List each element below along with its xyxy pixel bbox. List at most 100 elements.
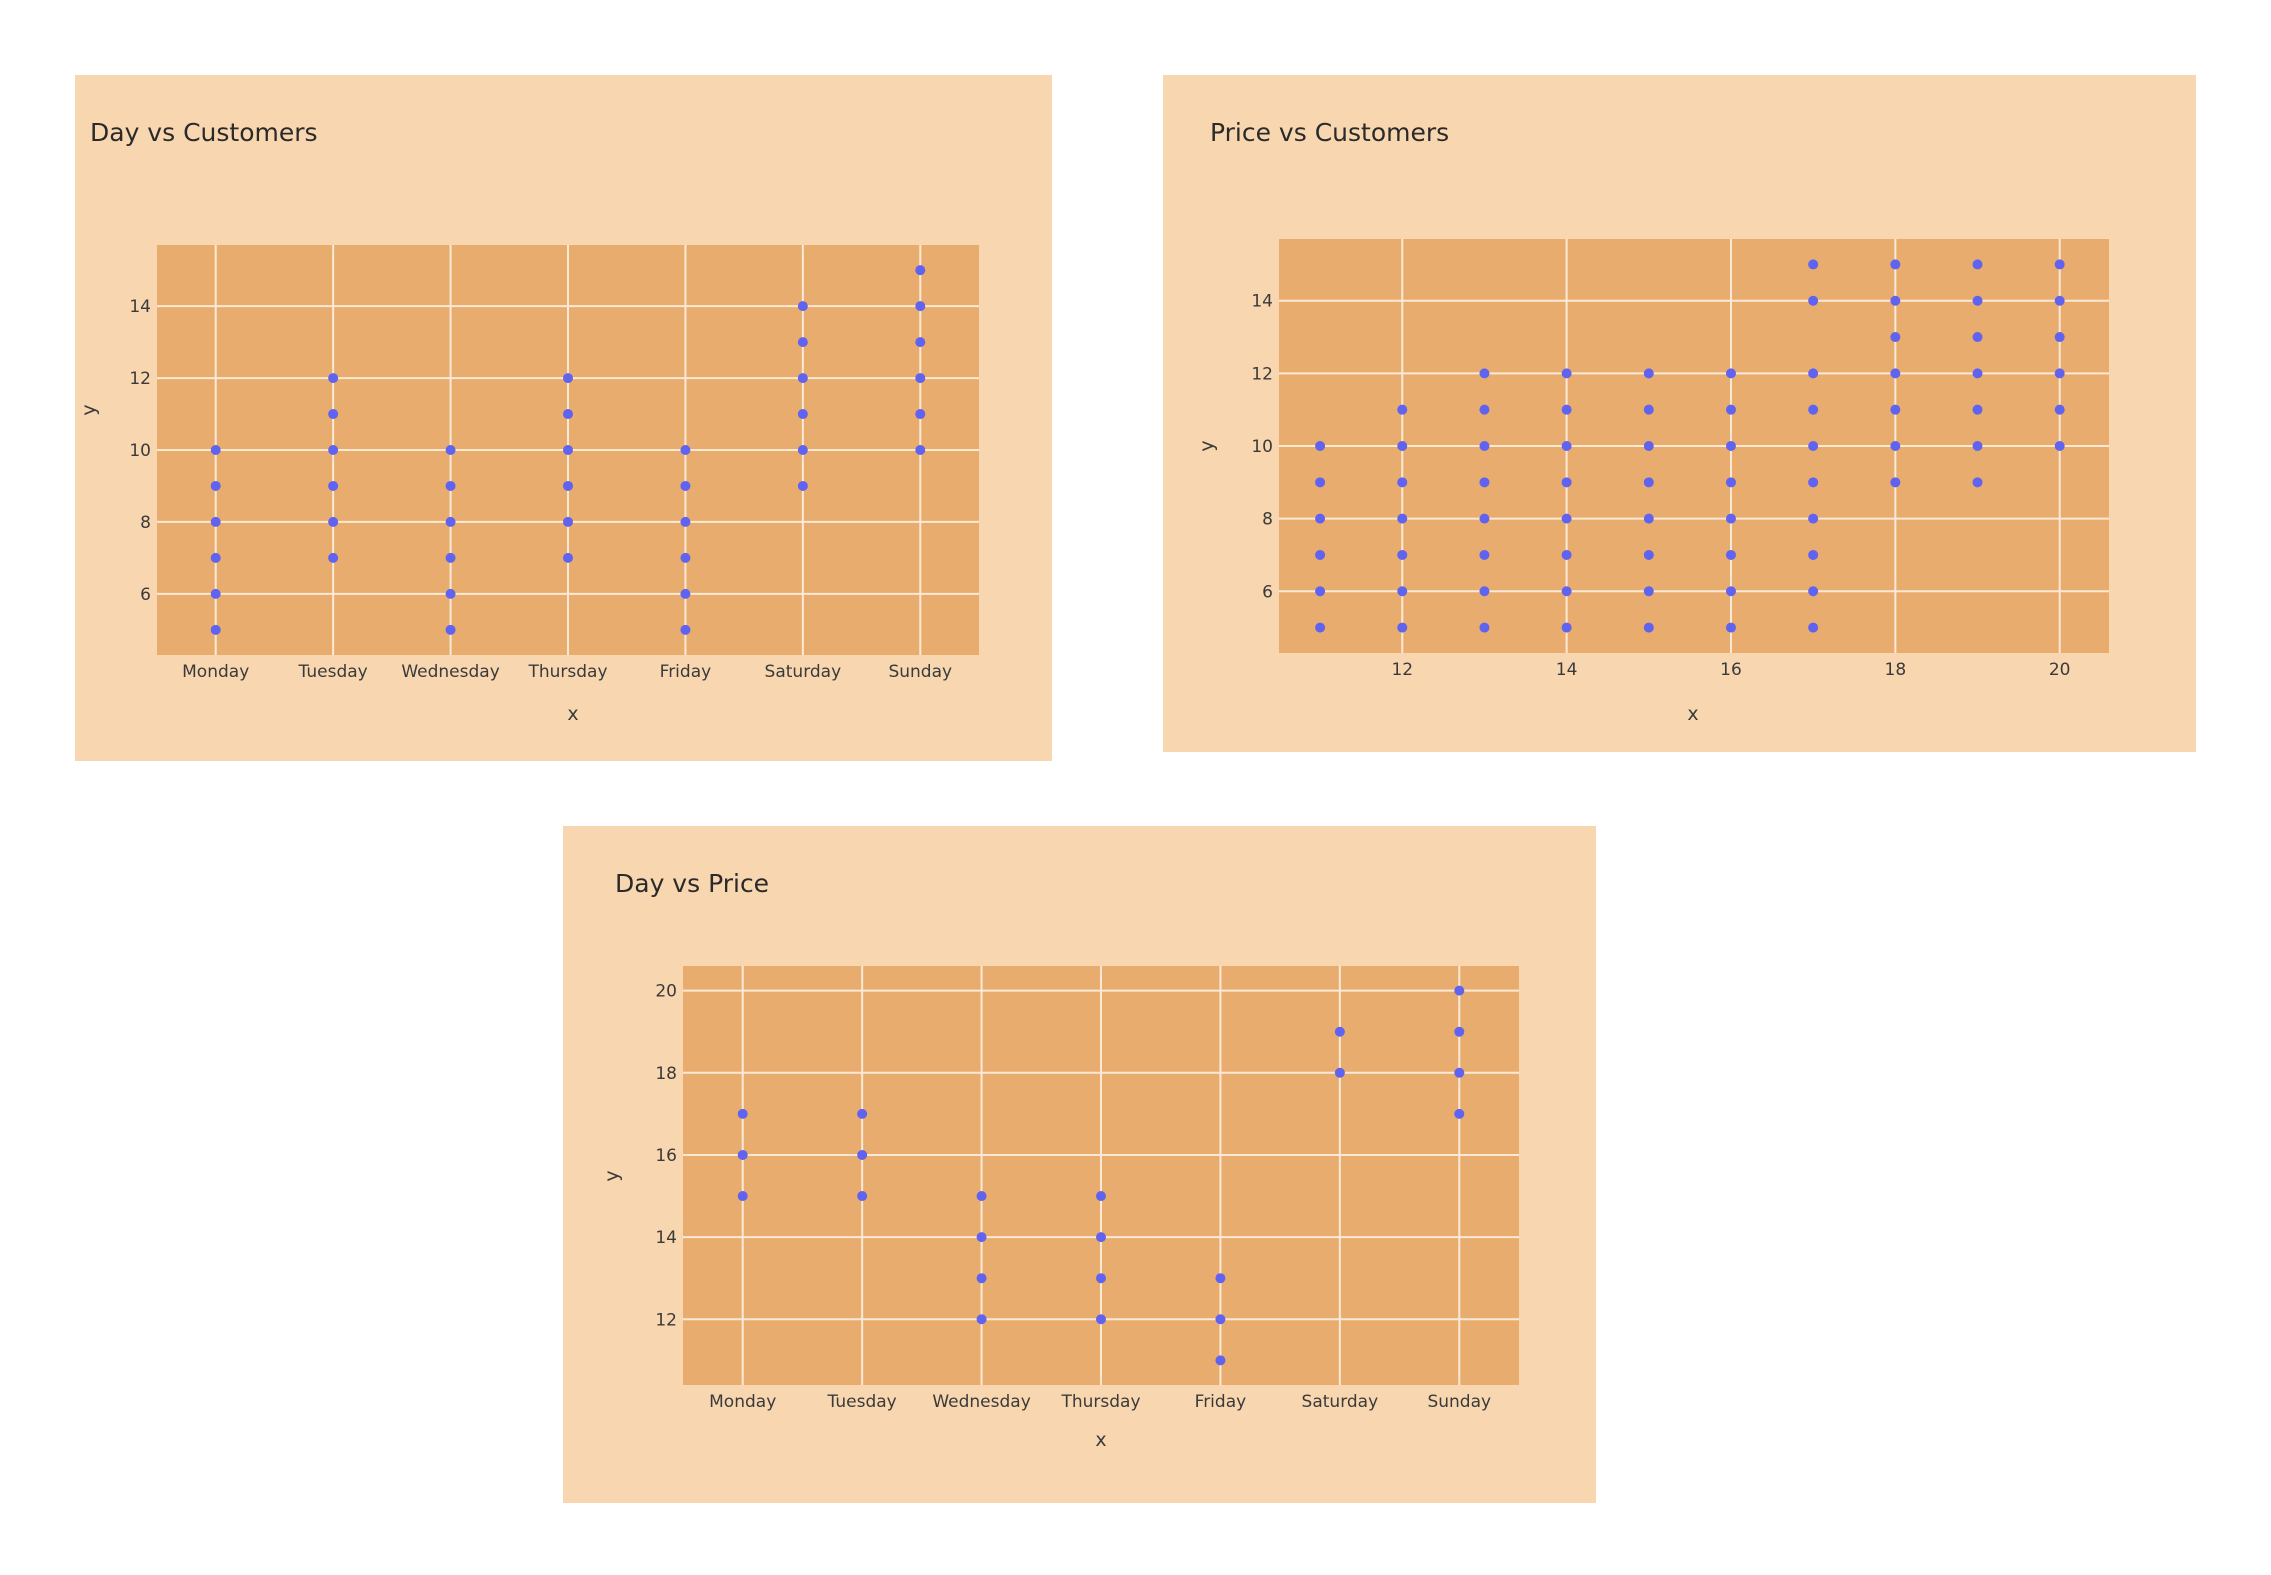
data-point [563, 516, 573, 527]
y-tick-label: 10 [1251, 437, 1273, 457]
data-point [1890, 259, 1901, 270]
data-point [976, 1191, 987, 1202]
data-point [1397, 549, 1408, 560]
data-point [1397, 441, 1408, 451]
x-axis-label: x [1095, 1429, 1106, 1451]
x-tick-label: Saturday [1302, 1392, 1379, 1412]
data-point [1096, 1191, 1106, 1202]
data-point [1643, 622, 1654, 633]
data-point [915, 301, 926, 312]
x-tick-label: Monday [182, 662, 249, 682]
chart-panel-price-vs-customers: Price vs Customers 12 14 16 18 20 6 8 10 12 14 x y [1163, 75, 2196, 752]
data-point [1397, 477, 1408, 488]
data-point [976, 1314, 987, 1325]
data-point [1643, 441, 1654, 451]
data-point [737, 1191, 748, 1202]
data-point [1808, 295, 1819, 306]
data-point [1096, 1314, 1106, 1325]
data-point [1972, 477, 1983, 488]
data-point [1972, 441, 1983, 451]
data-point [328, 516, 339, 527]
data-point [2054, 332, 2065, 343]
data-point [797, 373, 808, 384]
y-tick-label: 12 [129, 369, 151, 389]
data-point [1479, 368, 1490, 379]
data-point [563, 409, 573, 420]
x-tick-label: Tuesday [298, 662, 368, 682]
data-point [680, 624, 691, 635]
data-point [1643, 513, 1654, 524]
data-point [680, 552, 691, 563]
data-point [680, 588, 691, 599]
data-point [563, 552, 573, 563]
data-point [737, 1108, 748, 1119]
data-point [1972, 295, 1983, 306]
data-point [1890, 332, 1901, 343]
data-point [1808, 513, 1819, 524]
data-point [915, 337, 926, 348]
y-axis-label: y [78, 404, 100, 415]
data-point [2054, 404, 2065, 415]
data-point [915, 409, 926, 420]
x-tick-label: 14 [1556, 660, 1578, 680]
data-point [1725, 586, 1736, 597]
data-point [445, 624, 456, 635]
data-point [445, 445, 456, 455]
data-point [1808, 586, 1819, 597]
data-point [328, 373, 339, 384]
y-tick-label: 10 [129, 441, 151, 461]
y-tick-label: 18 [655, 1064, 677, 1084]
y-tick-label: 20 [655, 982, 677, 1002]
y-tick-label: 8 [140, 513, 151, 533]
data-point [1215, 1273, 1226, 1284]
data-point [1725, 622, 1736, 633]
data-point [1479, 477, 1490, 488]
data-point [1315, 477, 1326, 488]
data-point [797, 480, 808, 491]
data-point [1561, 477, 1572, 488]
data-point [210, 445, 221, 455]
data-point [1972, 404, 1983, 415]
y-tick-label: 14 [129, 297, 151, 317]
y-tick-label: 8 [1262, 510, 1273, 530]
data-point [1725, 477, 1736, 488]
data-point [1397, 404, 1408, 415]
x-tick-label: Monday [709, 1392, 776, 1412]
data-point [1334, 1067, 1345, 1078]
data-point [1808, 259, 1819, 270]
data-point [1972, 332, 1983, 343]
chart-panel-day-vs-price: Day vs Price Monday Tuesday Wednesday Thursd… [563, 826, 1596, 1503]
y-tick-label: 14 [1251, 292, 1273, 312]
data-point [1808, 549, 1819, 560]
chart-svg: Price vs Customers 12 14 16 18 20 6 8 10 12 14 x y [1196, 118, 2109, 725]
data-point [1096, 1232, 1106, 1243]
chart-title: Day vs Customers [90, 118, 318, 147]
data-point [1643, 586, 1654, 597]
data-point [210, 624, 221, 635]
data-point [1643, 549, 1654, 560]
x-axis-label: x [567, 703, 578, 725]
data-point [563, 480, 573, 491]
data-point [1890, 477, 1901, 488]
y-tick-label: 14 [655, 1228, 677, 1248]
data-point [1315, 622, 1326, 633]
data-point [1334, 1026, 1345, 1037]
data-point [1479, 549, 1490, 560]
data-point [210, 516, 221, 527]
x-tick-label: 18 [1885, 660, 1907, 680]
data-point [915, 373, 926, 384]
data-point [1808, 622, 1819, 633]
chart-svg: Day vs Price Monday Tuesday Wednesday Thursd… [601, 869, 1519, 1451]
x-tick-label: Tuesday [827, 1392, 897, 1412]
data-point [1454, 1108, 1465, 1119]
data-point [445, 588, 456, 599]
data-point [2054, 441, 2065, 451]
data-point [1215, 1355, 1226, 1366]
data-point [680, 516, 691, 527]
data-point [1725, 513, 1736, 524]
data-point [2054, 259, 2065, 270]
y-tick-label: 16 [655, 1146, 677, 1166]
data-point [445, 516, 456, 527]
data-point [1315, 549, 1326, 560]
y-axis-label: y [1196, 440, 1218, 451]
